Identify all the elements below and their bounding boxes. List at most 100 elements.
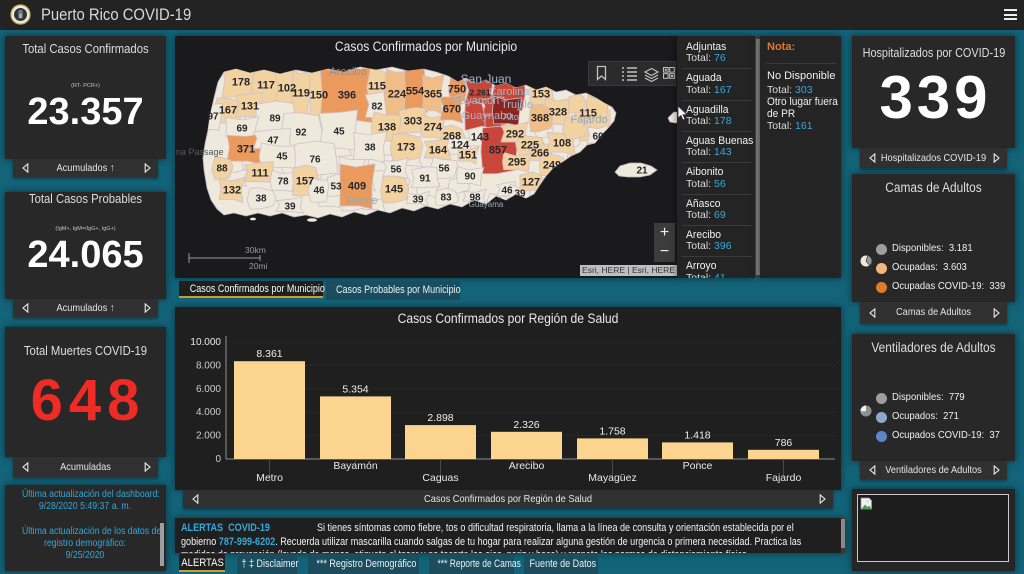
svg-text:167: 167 — [219, 105, 237, 117]
svg-text:6.000: 6.000 — [196, 384, 221, 395]
svg-text:47: 47 — [267, 136, 279, 147]
svg-text:Ponce: Ponce — [683, 460, 713, 472]
svg-text:92: 92 — [295, 128, 307, 139]
svg-text:5.354: 5.354 — [342, 383, 368, 395]
svg-text:117: 117 — [257, 80, 275, 92]
svg-text:108: 108 — [553, 138, 571, 150]
svg-text:224: 224 — [388, 89, 407, 101]
svg-text:Alto: Alto — [503, 112, 519, 122]
svg-text:115: 115 — [368, 81, 386, 93]
svg-text:Metro: Metro — [256, 472, 283, 484]
svg-text:Bayamón: Bayamón — [453, 95, 499, 107]
svg-text:164: 164 — [429, 145, 448, 157]
svg-text:8.361: 8.361 — [256, 348, 282, 360]
svg-text:857: 857 — [489, 145, 507, 157]
svg-text:786: 786 — [775, 437, 793, 449]
svg-text:266: 266 — [531, 148, 549, 160]
svg-text:249: 249 — [543, 160, 561, 172]
svg-text:2.000: 2.000 — [196, 431, 221, 442]
svg-text:1.418: 1.418 — [684, 429, 710, 441]
svg-text:292: 292 — [506, 129, 524, 141]
svg-text:Bayamón: Bayamón — [333, 460, 378, 472]
svg-text:1.758: 1.758 — [599, 425, 625, 437]
svg-text:56: 56 — [438, 164, 450, 175]
svg-text:Guayama: Guayama — [469, 200, 504, 209]
svg-text:Trujillo: Trujillo — [501, 99, 533, 111]
svg-text:45: 45 — [276, 152, 288, 163]
svg-text:90: 90 — [464, 172, 476, 183]
svg-text:60: 60 — [592, 132, 604, 143]
svg-text:69: 69 — [236, 124, 248, 135]
svg-text:368: 368 — [531, 113, 549, 125]
svg-text:Guaynabo: Guaynabo — [462, 110, 513, 122]
svg-text:365: 365 — [424, 89, 442, 101]
svg-text:750: 750 — [448, 84, 466, 96]
svg-text:4.000: 4.000 — [196, 407, 221, 418]
svg-text:Ponce: Ponce — [346, 195, 377, 207]
svg-text:39: 39 — [412, 195, 424, 206]
svg-text:119: 119 — [292, 88, 310, 100]
svg-text:102: 102 — [278, 83, 296, 95]
svg-text:151: 151 — [459, 150, 477, 162]
svg-text:2.261: 2.261 — [469, 88, 491, 98]
svg-text:82: 82 — [371, 102, 383, 113]
svg-text:295: 295 — [508, 157, 526, 169]
svg-text:39: 39 — [514, 189, 526, 200]
svg-text:145: 145 — [385, 184, 403, 196]
svg-text:21: 21 — [636, 166, 648, 177]
svg-text:46: 46 — [313, 186, 325, 197]
svg-text:8.000: 8.000 — [196, 360, 221, 371]
svg-text:83: 83 — [440, 193, 452, 204]
svg-text:78: 78 — [277, 177, 289, 188]
svg-text:41: 41 — [491, 197, 503, 208]
svg-text:153: 153 — [532, 89, 550, 101]
svg-text:124: 124 — [451, 140, 470, 152]
svg-text:Arecibo: Arecibo — [509, 460, 545, 472]
svg-text:45: 45 — [333, 127, 345, 138]
svg-text:127: 127 — [522, 177, 540, 189]
svg-text:Mayagüez: Mayagüez — [588, 472, 636, 484]
svg-text:554: 554 — [406, 86, 425, 98]
svg-text:San Juan: San Juan — [461, 72, 512, 86]
svg-text:Fajardo: Fajardo — [570, 114, 607, 126]
svg-text:10.000: 10.000 — [190, 337, 221, 348]
svg-text:56: 56 — [390, 165, 402, 176]
svg-text:98: 98 — [469, 193, 481, 204]
svg-text:178: 178 — [232, 77, 250, 89]
svg-text:274: 274 — [424, 122, 443, 134]
svg-text:173: 173 — [397, 142, 415, 154]
svg-text:138: 138 — [378, 122, 396, 134]
svg-text:76: 76 — [309, 155, 321, 166]
svg-text:143: 143 — [471, 132, 489, 144]
svg-text:132: 132 — [223, 185, 241, 197]
svg-text:670: 670 — [443, 104, 461, 116]
svg-text:303: 303 — [404, 116, 422, 128]
svg-text:409: 409 — [348, 181, 366, 193]
svg-text:150: 150 — [310, 90, 328, 102]
svg-text:2.898: 2.898 — [427, 412, 453, 424]
svg-text:Arecibo: Arecibo — [329, 66, 366, 78]
svg-text:328: 328 — [549, 107, 567, 119]
svg-text:97: 97 — [207, 112, 219, 123]
svg-text:157: 157 — [296, 176, 314, 188]
svg-text:268: 268 — [443, 131, 461, 143]
svg-text:371: 371 — [237, 144, 255, 156]
svg-text:Carolina: Carolina — [489, 86, 531, 98]
svg-text:46: 46 — [501, 186, 513, 197]
svg-text:38: 38 — [364, 143, 376, 154]
svg-text:Caguas: Caguas — [422, 472, 458, 484]
svg-text:396: 396 — [338, 90, 356, 102]
svg-text:88: 88 — [216, 164, 228, 175]
svg-text:38: 38 — [255, 194, 267, 205]
svg-text:10.000: 10.000 — [190, 337, 221, 348]
svg-text:115: 115 — [579, 108, 597, 120]
svg-text:53: 53 — [330, 182, 342, 193]
svg-text:225: 225 — [521, 140, 539, 152]
svg-text:na Passage: na Passage — [176, 147, 224, 157]
svg-text:39: 39 — [284, 202, 296, 213]
svg-text:131: 131 — [241, 101, 259, 113]
svg-text:111: 111 — [251, 168, 268, 180]
svg-text:Fajardo: Fajardo — [766, 472, 802, 484]
svg-text:0: 0 — [215, 454, 221, 465]
svg-text:2.326: 2.326 — [513, 419, 539, 431]
